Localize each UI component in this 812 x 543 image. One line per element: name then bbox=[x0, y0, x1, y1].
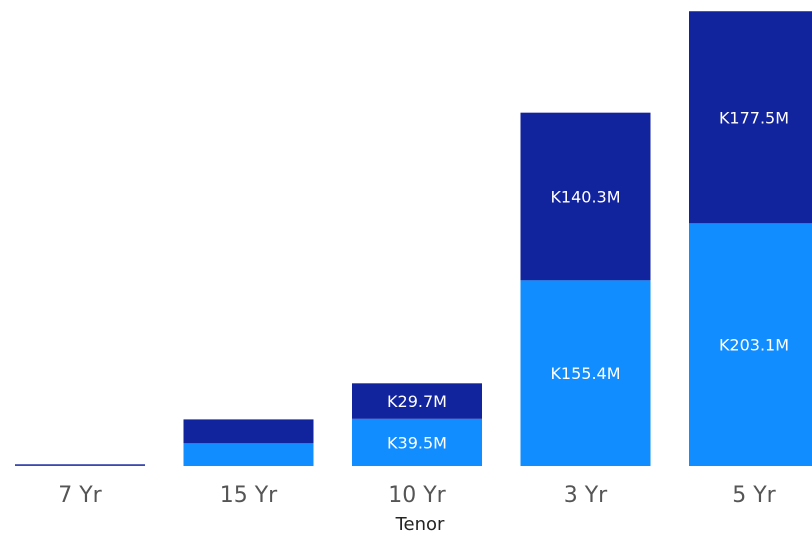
bar-segment[interactable] bbox=[352, 383, 482, 419]
x-tick-label: 7 Yr bbox=[58, 483, 102, 508]
x-tick-label: 5 Yr bbox=[732, 483, 776, 508]
bar-segment[interactable] bbox=[183, 443, 314, 466]
data-label: K203.1M bbox=[719, 336, 789, 355]
data-label: K177.5M bbox=[719, 108, 789, 127]
x-axis-ticks: 7 Yr 15 Yr 10 Yr 3 Yr 5 Yr bbox=[58, 483, 776, 508]
bar-segment[interactable] bbox=[183, 419, 314, 444]
x-tick-label: 15 Yr bbox=[220, 483, 278, 508]
bar-segment[interactable] bbox=[689, 223, 812, 466]
x-axis-title: Tenor bbox=[395, 514, 445, 535]
data-label: K29.7M bbox=[387, 392, 447, 411]
bar-segment[interactable] bbox=[352, 418, 482, 466]
bar-segment[interactable] bbox=[689, 11, 812, 224]
bar-segment[interactable] bbox=[520, 280, 651, 466]
data-label: K39.5M bbox=[387, 433, 447, 452]
data-labels-layer: K39.5M K29.7M K155.4M K140.3M K203.1M K177.5M bbox=[387, 108, 789, 452]
bar-segment[interactable] bbox=[520, 112, 651, 281]
data-label: K155.4M bbox=[550, 364, 620, 383]
x-tick-label: 10 Yr bbox=[388, 483, 446, 508]
bars-layer bbox=[15, 11, 812, 466]
data-label: K140.3M bbox=[550, 187, 620, 206]
bar-segment[interactable] bbox=[15, 464, 145, 466]
x-tick-label: 3 Yr bbox=[564, 483, 608, 508]
